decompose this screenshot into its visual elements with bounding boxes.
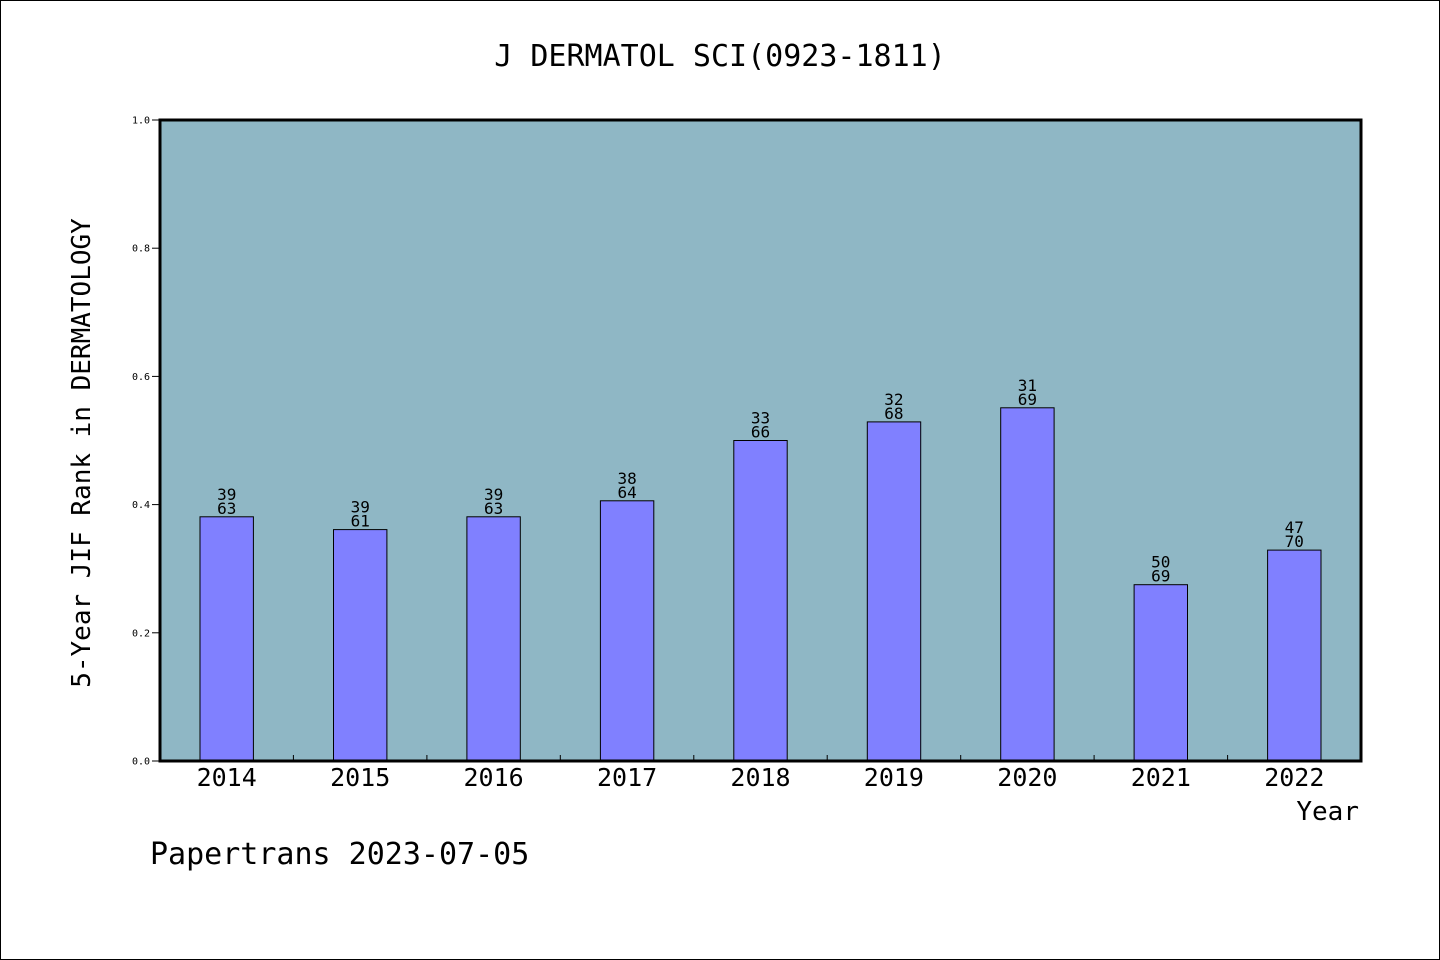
bar-label-2019-rank: 32 — [884, 390, 903, 409]
bar-label-2022-total: 70 — [1285, 532, 1304, 551]
x-tick-label-2014: 2014 — [197, 763, 257, 792]
plot-frame — [158, 118, 1363, 763]
bar-label-2017-total: 64 — [617, 483, 636, 502]
bar-2020 — [1000, 407, 1055, 762]
x-tick-label-2022: 2022 — [1264, 763, 1324, 792]
bar-label-2018-total: 66 — [751, 423, 770, 442]
bars — [199, 407, 1322, 762]
bar-label-2019-total: 68 — [884, 404, 903, 423]
bar-label-2016-rank: 39 — [484, 485, 503, 504]
bar-label-2015-rank: 39 — [351, 498, 370, 517]
x-tick-label-2016: 2016 — [463, 763, 523, 792]
chart-title: J DERMATOL SCI(0923-1811) — [494, 39, 946, 74]
bar-label-2018-rank: 33 — [751, 409, 770, 428]
footer-watermark: Papertrans 2023-07-05 — [150, 837, 529, 872]
x-tick-label-2017: 2017 — [597, 763, 657, 792]
bar-2015 — [333, 529, 388, 762]
x-tick-label-2015: 2015 — [330, 763, 390, 792]
bar-label-2022-rank: 47 — [1285, 518, 1304, 537]
y-tick-label-0.6: 0.6 — [132, 372, 150, 383]
x-tick-label-2019: 2019 — [864, 763, 924, 792]
x-tick-label-2020: 2020 — [997, 763, 1057, 792]
bar-2016 — [466, 516, 521, 762]
y-tick-label-0.2: 0.2 — [132, 628, 150, 639]
bar-label-2021-total: 69 — [1151, 567, 1170, 586]
bar-label-2016-total: 63 — [484, 499, 503, 518]
x-axis-ticks: 2014 2015 2016 2017 2018 2019 2020 2021 2022 — [197, 755, 1324, 792]
bar-label-2021-rank: 50 — [1151, 553, 1170, 572]
bar-2017 — [599, 500, 655, 762]
bar-label-2014-total: 63 — [217, 499, 236, 518]
bar-2019 — [866, 421, 922, 762]
bar-label-2014-rank: 39 — [217, 485, 236, 504]
bar-label-2015-total: 61 — [351, 512, 370, 531]
y-axis-ticks: 0.0 0.2 0.4 0.6 0.8 1.0 — [132, 116, 160, 768]
y-tick-label-0.0: 0.0 — [132, 757, 150, 768]
bar-2022 — [1267, 549, 1322, 762]
x-tick-label-2021: 2021 — [1131, 763, 1191, 792]
bar-2018 — [733, 440, 788, 762]
y-tick-label-0.4: 0.4 — [132, 500, 150, 511]
bar-2021 — [1133, 584, 1188, 762]
bar-label-2020-total: 69 — [1018, 390, 1037, 409]
x-axis-label: Year — [1296, 797, 1359, 827]
y-axis-label: 5-Year JIF Rank in DERMATOLOGY — [67, 218, 97, 688]
y-tick-label-0.8: 0.8 — [132, 244, 150, 255]
y-tick-label-1.0: 1.0 — [132, 116, 150, 127]
bar-2014 — [199, 516, 254, 762]
bar-label-2017-rank: 38 — [617, 469, 636, 488]
bar-label-2020-rank: 31 — [1018, 376, 1037, 395]
x-tick-label-2018: 2018 — [730, 763, 790, 792]
